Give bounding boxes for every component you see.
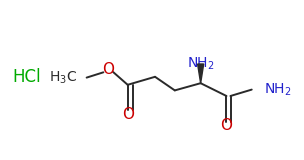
Text: H$_3$C: H$_3$C xyxy=(50,69,78,86)
Text: O: O xyxy=(220,118,233,133)
Text: NH$_2$: NH$_2$ xyxy=(264,81,292,98)
Text: O: O xyxy=(102,62,114,77)
Text: O: O xyxy=(122,107,134,122)
Polygon shape xyxy=(198,64,204,83)
Text: HCl: HCl xyxy=(12,68,41,86)
Text: NH$_2$: NH$_2$ xyxy=(187,55,215,72)
